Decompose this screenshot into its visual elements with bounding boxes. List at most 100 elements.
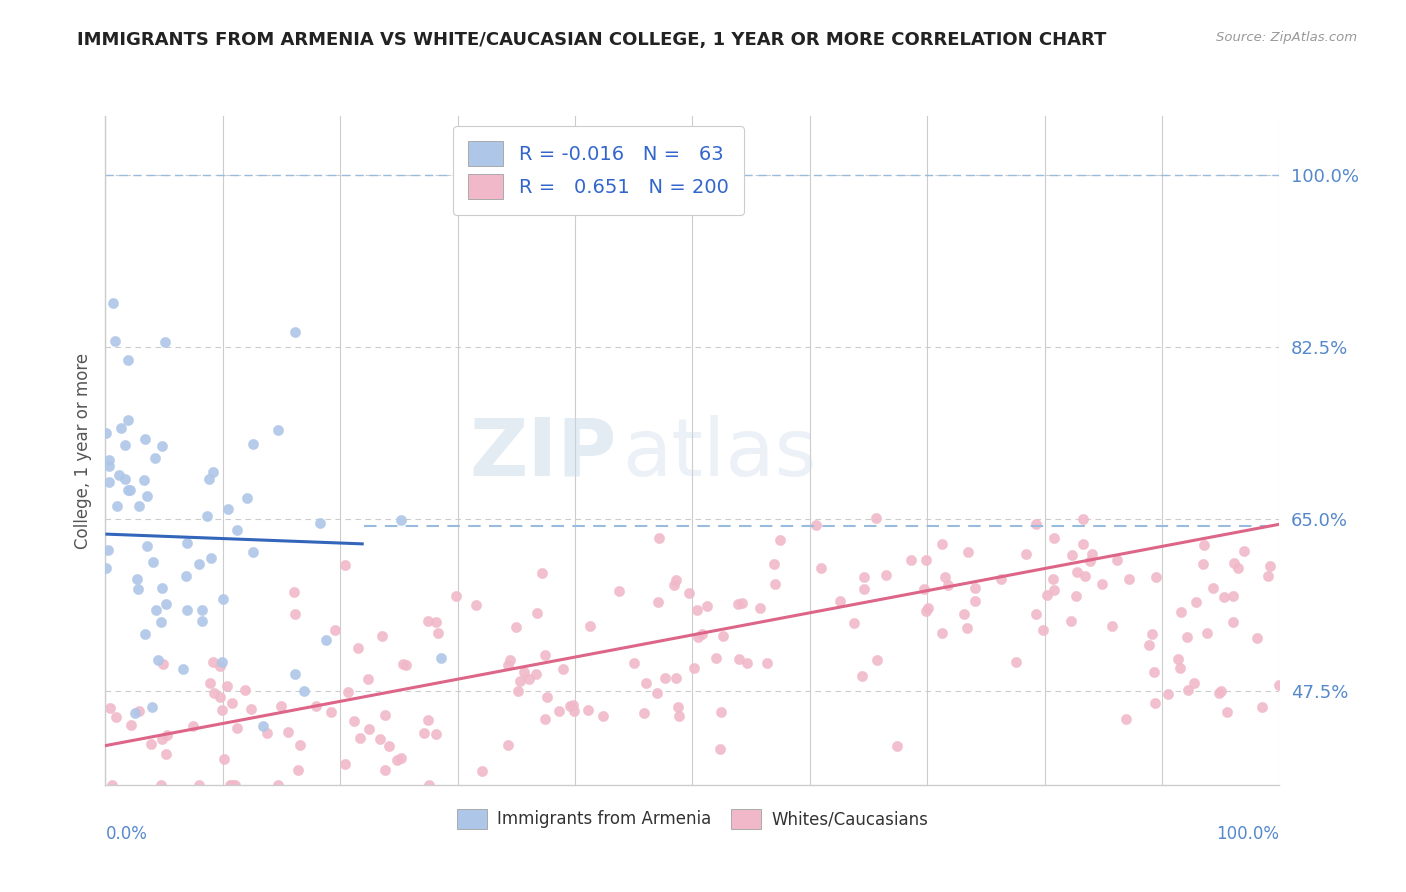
Point (149, 615, 172, 629)
Point (727, 598, 749, 612)
Point (284, 607, 307, 621)
Point (191, 614, 214, 628)
Point (101, 778, 124, 792)
Point (267, 778, 290, 792)
Point (425, 727, 447, 741)
Point (235, 491, 257, 505)
Point (195, 509, 218, 524)
Point (256, 726, 278, 740)
Point (853, 582, 876, 596)
Point (127, 572, 149, 586)
Point (990, 572, 1012, 586)
Text: 100.0%: 100.0% (1216, 825, 1279, 843)
Point (392, 657, 415, 671)
Point (505, 620, 527, 634)
Point (1170, 605, 1192, 619)
Point (1157, 687, 1180, 701)
Point (564, 704, 586, 718)
Point (853, 569, 876, 583)
Point (371, 629, 394, 643)
Point (357, 673, 380, 687)
Point (623, 656, 645, 670)
Point (842, 616, 865, 631)
Point (1081, 548, 1104, 562)
Point (682, 661, 704, 675)
Point (1222, 589, 1244, 603)
Point (810, 561, 832, 575)
Point (427, 626, 450, 640)
Point (146, 653, 169, 667)
Point (830, 593, 852, 607)
Point (221, 696, 243, 710)
Point (1032, 623, 1054, 637)
Point (756, 657, 779, 671)
Point (531, 566, 554, 580)
Point (647, 595, 669, 609)
Point (132, 473, 155, 487)
Text: ZIP: ZIP (468, 415, 616, 492)
Point (187, 778, 209, 792)
Point (804, 518, 827, 533)
Point (900, 553, 922, 567)
Point (101, 296, 124, 310)
Point (155, 747, 177, 762)
Point (1202, 582, 1225, 596)
Point (242, 437, 264, 451)
Point (136, 540, 159, 554)
Point (1175, 630, 1198, 644)
Point (174, 568, 197, 582)
Point (114, 438, 136, 452)
Point (1073, 537, 1095, 551)
Point (931, 626, 953, 640)
Point (749, 600, 772, 615)
Point (666, 700, 689, 714)
Point (1101, 619, 1123, 633)
Point (912, 582, 935, 596)
Point (1064, 589, 1087, 603)
Point (1195, 626, 1218, 640)
Point (1066, 565, 1088, 579)
Point (337, 684, 360, 698)
Point (187, 557, 209, 571)
Point (117, 353, 139, 368)
Point (558, 699, 581, 714)
Point (349, 731, 371, 745)
Point (851, 669, 873, 683)
Point (934, 570, 956, 584)
Point (1258, 558, 1281, 573)
Point (309, 516, 332, 531)
Point (104, 710, 127, 724)
Point (1233, 544, 1256, 558)
Point (915, 604, 938, 618)
Point (1213, 591, 1236, 605)
Point (201, 655, 224, 669)
Point (1025, 517, 1047, 532)
Point (143, 451, 166, 466)
Point (145, 602, 167, 616)
Point (224, 778, 246, 792)
Point (654, 671, 676, 685)
Point (731, 596, 754, 610)
Point (1142, 627, 1164, 641)
Point (110, 421, 132, 435)
Point (98, 475, 121, 489)
Point (304, 698, 326, 713)
Point (763, 558, 786, 572)
Point (233, 683, 256, 698)
Point (209, 690, 232, 705)
Point (1005, 655, 1028, 669)
Point (865, 510, 887, 524)
Point (323, 623, 346, 637)
Point (1015, 547, 1038, 561)
Point (181, 719, 204, 733)
Point (686, 603, 709, 617)
Point (395, 658, 418, 673)
Point (142, 555, 165, 569)
Point (252, 719, 274, 733)
Point (284, 667, 307, 681)
Point (931, 536, 953, 550)
Point (425, 615, 447, 629)
Point (866, 653, 889, 667)
Point (134, 627, 156, 641)
Point (378, 739, 401, 753)
